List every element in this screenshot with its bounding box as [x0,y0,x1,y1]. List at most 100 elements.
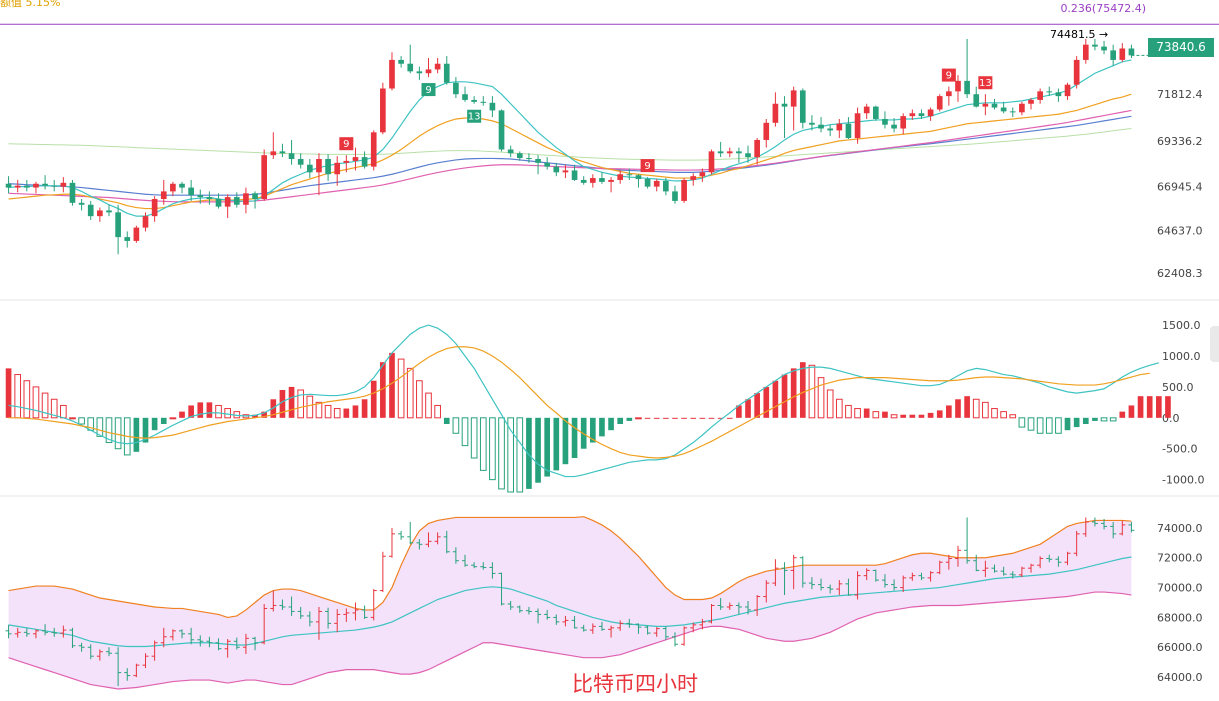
candle-body [170,183,176,192]
candle-body [672,191,678,201]
td-marker-label: 9 [343,139,349,150]
macd-histogram-bar [653,417,660,419]
candle-body [233,197,240,205]
candle-body [389,59,395,89]
macd-histogram-bar [882,411,888,418]
candle-body [23,185,30,188]
candle-body [708,151,715,173]
candle-body [261,155,268,200]
candle-body [909,113,916,117]
panel-resize-handle[interactable] [1210,326,1219,362]
macd-histogram-bar [206,402,213,418]
candle-body [580,179,587,183]
macd-histogram-bar [946,405,952,418]
candle-body [1019,103,1025,113]
candle-body [215,199,222,207]
candle-body [1046,91,1053,93]
macd-histogram-bar [726,417,733,419]
candle-body [1101,46,1107,51]
macd-histogram-bar [479,417,487,471]
macd-histogram-bar [909,414,916,418]
macd-histogram-bar [96,417,104,437]
candle-body [5,183,12,188]
macd-histogram-bar [754,393,760,418]
macd-histogram-bar [635,417,642,420]
macd-histogram-bar [343,408,350,418]
candle-body [690,176,697,180]
candle-body [946,91,952,97]
bb-axis-label: 70000.0 [1157,582,1203,595]
candle-body [818,124,824,129]
candle-body [754,139,760,158]
candle-body [635,175,642,180]
macd-histogram-bar [1082,417,1089,424]
macd-histogram-bar [443,417,450,424]
candle-body [489,102,496,111]
macd-histogram-bar [324,404,332,419]
macd-histogram-bar [306,395,314,419]
price-axis-label: 64637.0 [1157,225,1203,238]
candle-body [681,179,687,201]
candle-body [699,172,706,177]
macd-histogram-bar [890,414,898,419]
candle-body [188,187,194,196]
candle-body [608,179,614,182]
macd-histogram-bar [672,417,678,419]
candle-body [1055,92,1062,97]
macd-histogram-bar [681,417,687,419]
candle-body [516,153,523,159]
candle-body [133,227,140,241]
candle-body [471,99,477,102]
macd-histogram-bar [1092,417,1098,421]
candle-body [973,94,980,107]
candle-body [97,210,103,217]
bb-axis-label: 64000.0 [1157,671,1203,684]
macd-histogram-bar [991,408,998,419]
macd-histogram-bar [817,377,825,419]
candle-body [224,197,231,207]
candle-body [845,123,852,139]
ma-fast-line [8,59,1132,217]
macd-histogram-bar [315,401,323,419]
macd-histogram-bar [133,417,140,452]
macd-histogram-bar [772,380,779,418]
candle-body [526,158,532,160]
candle-body [1119,48,1126,60]
macd-histogram-bar [461,417,469,447]
candle-body [297,159,304,165]
candle-body [936,96,943,110]
fib-level-label: 0.236(75472.4) [1060,2,1146,15]
ma-mid-line [8,93,1132,210]
candle-body [827,128,834,131]
macd-histogram-bar [589,417,596,443]
candle-body [1064,84,1071,97]
macd-dea-line [8,346,1150,459]
td-marker-label: 13 [468,112,481,123]
candle-body [571,170,578,180]
macd-histogram-bar [936,410,943,418]
candle-body [745,153,751,158]
macd-histogram-bar [470,417,478,459]
candle-body [288,153,295,159]
bb-axis-label: 66000.0 [1157,641,1203,654]
candle-body [398,59,404,64]
candle-body [809,122,815,125]
candle-body [160,191,167,200]
top-note: 额值 5.15% [0,0,61,9]
candle-body [334,162,341,175]
macd-histogram-bar [41,392,49,419]
candle-body [927,109,934,117]
candle-body [1073,59,1080,85]
candle-body [151,199,158,217]
candle-body [51,185,58,187]
macd-histogram-bar [982,401,989,419]
macd-histogram-bar [105,417,113,444]
candle-body [115,212,121,238]
macd-histogram-bar [434,404,441,419]
macd-histogram-bar [297,389,305,419]
macd-histogram-bar [224,408,231,419]
macd-histogram-bar [1109,417,1117,422]
candle-body [1092,44,1098,47]
macd-histogram-bar [197,402,204,418]
